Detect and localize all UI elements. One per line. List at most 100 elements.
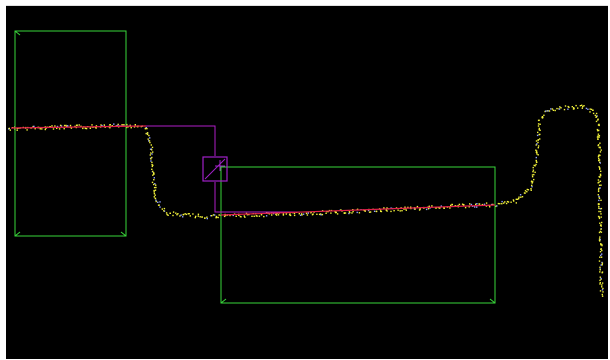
scan-point [601,221,603,224]
scan-point [512,199,515,201]
scan-point [519,194,522,196]
scan-point [599,147,601,149]
scan-point [305,212,308,215]
scan-point [495,205,497,208]
scan-point [469,203,471,205]
scan-point [539,129,541,131]
scan-point [390,210,392,213]
scan-point [165,212,168,214]
scan-canvas[interactable] [6,6,608,359]
scan-point [428,205,430,207]
scan-point [501,200,503,203]
scan-point [598,146,600,149]
scan-point [598,197,601,199]
scan-point [558,108,561,110]
scan-point [293,212,296,215]
scan-point [275,214,278,216]
scan-point [599,279,601,282]
scan-point [95,125,98,127]
scan-point [155,186,157,189]
scan-point [530,180,533,183]
scan-point [599,208,601,210]
scan-point [600,277,602,280]
scan-point [100,124,102,126]
scan-point [235,215,237,217]
scan-point [536,153,538,155]
scan-point [599,268,601,270]
guide-lines [116,125,306,213]
scan-point [49,126,51,128]
scan-point [598,199,600,202]
scan-point [44,128,46,131]
scan-point [539,123,541,125]
scan-point [253,215,255,217]
scan-point [504,201,506,203]
scan-point [537,147,539,149]
scan-point [598,187,600,190]
scan-point [518,197,520,200]
scan-point [539,138,541,140]
scan-point [159,206,161,208]
scan-point [600,248,602,250]
scan-point [144,128,147,130]
scan-point [599,256,601,258]
scan-point [405,209,407,211]
scan-point [151,181,154,184]
scan-point [63,124,66,127]
scan-point [351,212,353,214]
scan-point [598,195,600,198]
scan-point [301,214,303,216]
scan-point [556,107,558,110]
scan-point [538,119,540,121]
scan-point [84,127,86,130]
scan-point [543,114,545,116]
scan-point [439,207,441,209]
scan-point [33,125,35,128]
scan-point [597,135,599,137]
right-roi-box[interactable] [220,166,496,304]
scan-point [601,264,603,266]
scan-point [150,148,152,150]
scan-point [545,110,547,112]
scan-point [289,214,292,217]
scan-point [600,225,602,227]
scan-point [598,217,601,220]
scan-point [535,159,537,162]
scan-point [507,201,510,203]
scan-point [271,214,273,216]
scan-point [535,144,537,146]
scan-point [537,139,539,141]
scan-point [599,224,602,226]
scan-point [180,214,182,216]
scan-point [429,207,431,209]
scan-point [153,183,155,186]
scan-point [598,123,600,126]
scan-viewport[interactable] [6,5,608,359]
scan-point [277,214,280,216]
scan-point [32,125,34,128]
scan-point [600,254,602,257]
scan-point [206,216,208,218]
scan-point [599,154,601,157]
scan-point [146,132,149,134]
scan-point [541,117,544,119]
left-roi-box[interactable] [14,30,127,237]
scan-point [598,260,601,262]
scan-point [246,214,249,216]
scan-point [599,251,602,253]
scan-point [505,202,508,205]
scan-point [532,171,534,173]
scan-point [151,163,153,166]
scan-point [215,215,218,218]
scan-point [600,264,602,266]
scan-point [527,189,530,191]
scan-point [368,211,371,213]
marker-box[interactable] [202,156,228,182]
scan-point [385,209,387,211]
scan-point [401,210,403,212]
scan-point [468,206,470,208]
scan-point [148,134,150,137]
scan-point [597,190,600,193]
scan-point [34,128,36,130]
scan-point [581,104,583,106]
